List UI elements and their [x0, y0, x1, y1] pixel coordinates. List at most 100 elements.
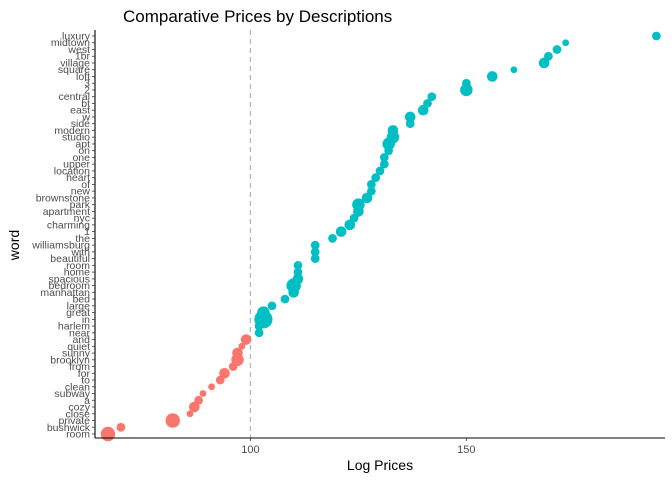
y-tick-label: bushwick	[47, 422, 91, 434]
points-layer	[100, 31, 661, 442]
data-point	[267, 301, 277, 311]
y-tick-label: 2	[84, 84, 90, 96]
y-tick-label: midtown	[51, 37, 90, 49]
y-tick-label: spacious	[49, 273, 90, 285]
data-point	[310, 240, 320, 250]
y-tick-label: charming	[47, 219, 90, 231]
y-tick-label: apt	[75, 138, 90, 150]
y-tick-label: brooklyn	[50, 354, 90, 366]
data-point	[379, 153, 389, 162]
y-tick-label: to	[81, 375, 90, 387]
y-tick-label: on	[78, 145, 90, 157]
data-point	[219, 367, 230, 379]
y-tick-label: apartment	[43, 206, 90, 218]
data-point	[310, 254, 320, 263]
y-tick-label: manhattan	[40, 287, 90, 299]
y-tick-label: the	[75, 233, 90, 245]
data-point	[552, 45, 562, 54]
data-point	[199, 390, 207, 397]
data-point	[335, 226, 347, 237]
y-tick-label: 1br	[75, 51, 91, 63]
y-tick-label: location	[54, 165, 90, 177]
y-tick-label: clean	[65, 381, 90, 393]
y-tick-label: village	[60, 57, 90, 69]
y-tick-label: luxury	[62, 31, 91, 43]
data-point	[328, 234, 337, 243]
data-point	[423, 99, 432, 108]
y-tick-label: and	[72, 334, 90, 346]
y-tick-label: from	[69, 361, 90, 373]
data-point	[417, 104, 429, 116]
data-point	[371, 173, 381, 183]
data-point	[387, 125, 399, 136]
y-tick-label: new	[71, 186, 91, 198]
y-tick-label: nyc	[74, 213, 90, 225]
y-tick-label: room	[66, 260, 90, 272]
data-point	[379, 159, 389, 169]
y-tick-label: a	[84, 395, 90, 407]
data-point	[194, 395, 203, 405]
y-tick-label: studio	[62, 132, 90, 144]
data-point	[562, 39, 570, 47]
y-tick-label: home	[64, 267, 90, 279]
y-tick-label: square	[58, 64, 90, 76]
y-tick-label: heart	[66, 172, 90, 184]
data-point	[404, 111, 416, 123]
y-tick-label: beautiful	[50, 253, 90, 265]
data-point	[100, 426, 116, 442]
data-point	[486, 71, 498, 82]
y-tick-label: central	[58, 91, 90, 103]
data-point	[652, 31, 661, 41]
y-tick-label: east	[70, 105, 90, 117]
data-point	[238, 342, 246, 350]
y-tick-label: large	[67, 300, 91, 312]
data-point	[293, 267, 303, 277]
data-point	[367, 180, 376, 189]
y-tick-label: modern	[54, 125, 90, 137]
x-tick-label: 150	[457, 444, 475, 456]
y-tick-label: for	[78, 368, 91, 380]
data-point	[292, 273, 304, 285]
y-tick-label: loft	[76, 71, 90, 83]
y-tick-label: bedroom	[49, 280, 91, 292]
axes-layer: roombushwickprivateclosecozyasubwayclean…	[31, 30, 665, 456]
y-tick-label: 1	[84, 226, 90, 238]
y-tick-label: great	[66, 307, 90, 319]
x-tick-label: 100	[241, 444, 259, 456]
y-tick-label: private	[58, 415, 90, 427]
y-tick-label: w	[81, 111, 90, 123]
y-tick-label: bt	[81, 98, 90, 110]
y-tick-label: close	[65, 408, 90, 420]
y-tick-label: west	[67, 44, 90, 56]
y-tick-label: subway	[54, 388, 90, 400]
chart-title: Comparative Prices by Descriptions	[123, 7, 392, 26]
y-tick-label: room	[66, 429, 90, 441]
data-point	[310, 247, 320, 257]
y-axis-title: word	[6, 230, 22, 261]
y-tick-label: cozy	[68, 402, 90, 414]
data-point	[293, 261, 303, 270]
y-tick-label: one	[72, 152, 90, 164]
y-tick-label: side	[71, 118, 90, 130]
data-point	[344, 219, 356, 231]
y-tick-label: upper	[63, 159, 90, 171]
y-tick-label: with	[70, 246, 90, 258]
data-point	[257, 306, 270, 319]
data-point	[240, 334, 252, 345]
data-point	[544, 51, 553, 61]
y-tick-label: quiet	[67, 341, 90, 353]
data-point	[232, 347, 243, 359]
y-tick-label: bed	[72, 294, 90, 306]
y-tick-label: near	[69, 327, 91, 339]
data-point	[208, 383, 215, 391]
data-point	[462, 78, 471, 88]
data-point	[189, 401, 200, 413]
y-tick-label: williamsburg	[31, 240, 90, 252]
data-point	[361, 192, 373, 204]
y-tick-label: sunny	[62, 348, 91, 360]
data-point	[375, 166, 385, 176]
data-point	[460, 83, 473, 97]
y-tick-label: brownstone	[36, 192, 90, 204]
data-point	[280, 294, 290, 304]
